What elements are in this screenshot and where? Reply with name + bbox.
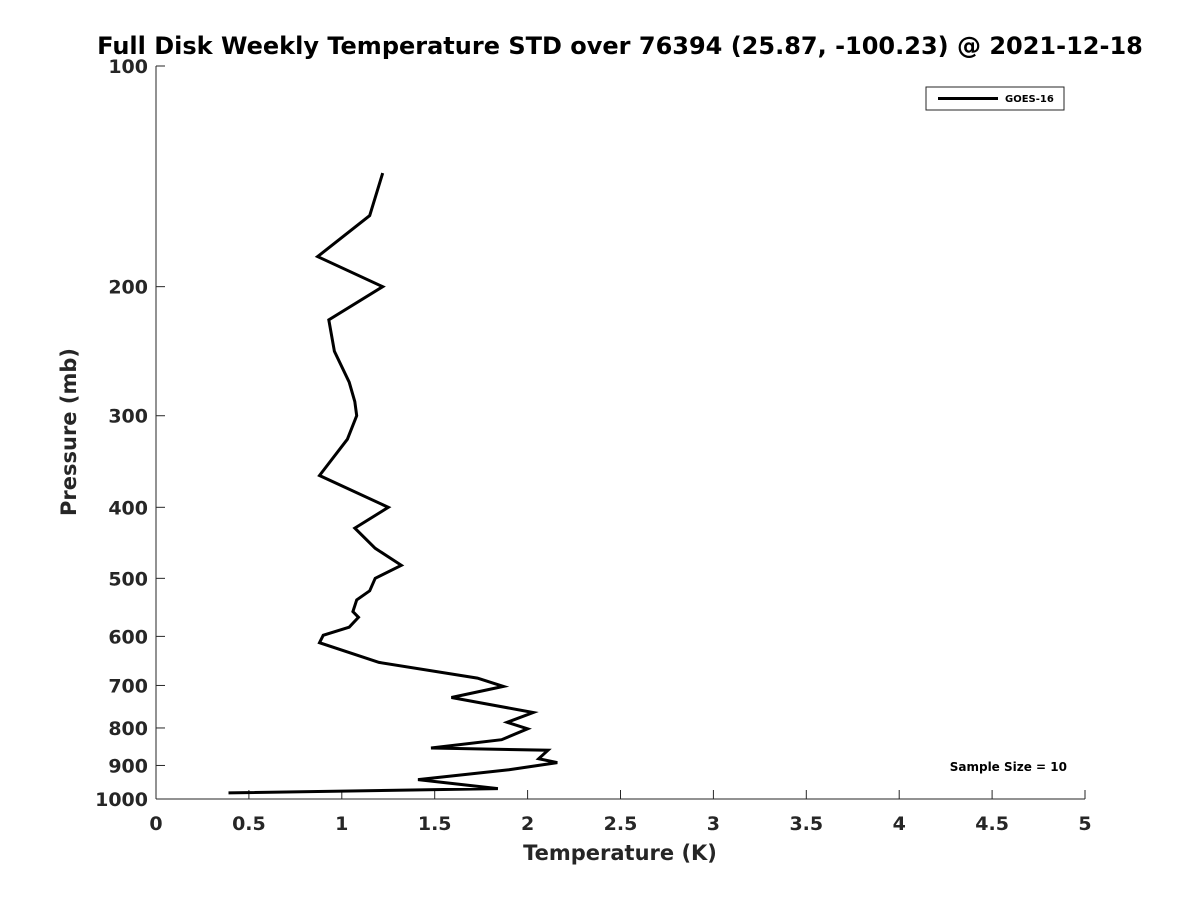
x-tick-label: 4 <box>893 813 906 835</box>
y-tick-label: 600 <box>108 626 148 648</box>
x-tick-label: 4.5 <box>975 813 1009 835</box>
x-tick-label: 1.5 <box>418 813 452 835</box>
y-tick-label: 400 <box>108 497 148 519</box>
x-tick-label: 2.5 <box>604 813 638 835</box>
y-tick-label: 900 <box>108 755 148 777</box>
y-tick-label: 100 <box>108 56 148 78</box>
x-tick-label: 0 <box>149 813 162 835</box>
x-tick-label: 3.5 <box>789 813 823 835</box>
y-tick-label: 700 <box>108 675 148 697</box>
sample-size-annotation: Sample Size = 10 <box>950 760 1067 774</box>
chart-title: Full Disk Weekly Temperature STD over 76… <box>97 32 1143 60</box>
x-tick-label: 2 <box>521 813 534 835</box>
legend-label: GOES-16 <box>1005 94 1054 105</box>
x-axis: 0 0.5 1 1.5 2 2.5 3 3.5 4 4.5 5 <box>149 790 1092 835</box>
y-tick-label: 200 <box>108 277 148 299</box>
x-tick-label: 3 <box>707 813 720 835</box>
y-tick-label: 800 <box>108 718 148 740</box>
x-tick-label: 5 <box>1078 813 1091 835</box>
series-line-goes-16 <box>228 172 558 795</box>
y-tick-label: 1000 <box>95 789 148 811</box>
legend: GOES-16 <box>925 86 1065 111</box>
series-layer <box>228 172 558 795</box>
y-tick-label: 300 <box>108 406 148 428</box>
x-tick-label: 1 <box>335 813 348 835</box>
y-axis-label: Pressure (mb) <box>57 348 81 516</box>
x-tick-label: 0.5 <box>232 813 266 835</box>
y-axis: 100 200 300 400 500 600 700 800 900 1000 <box>95 56 165 811</box>
x-axis-label: Temperature (K) <box>523 841 717 865</box>
y-tick-label: 500 <box>108 568 148 590</box>
